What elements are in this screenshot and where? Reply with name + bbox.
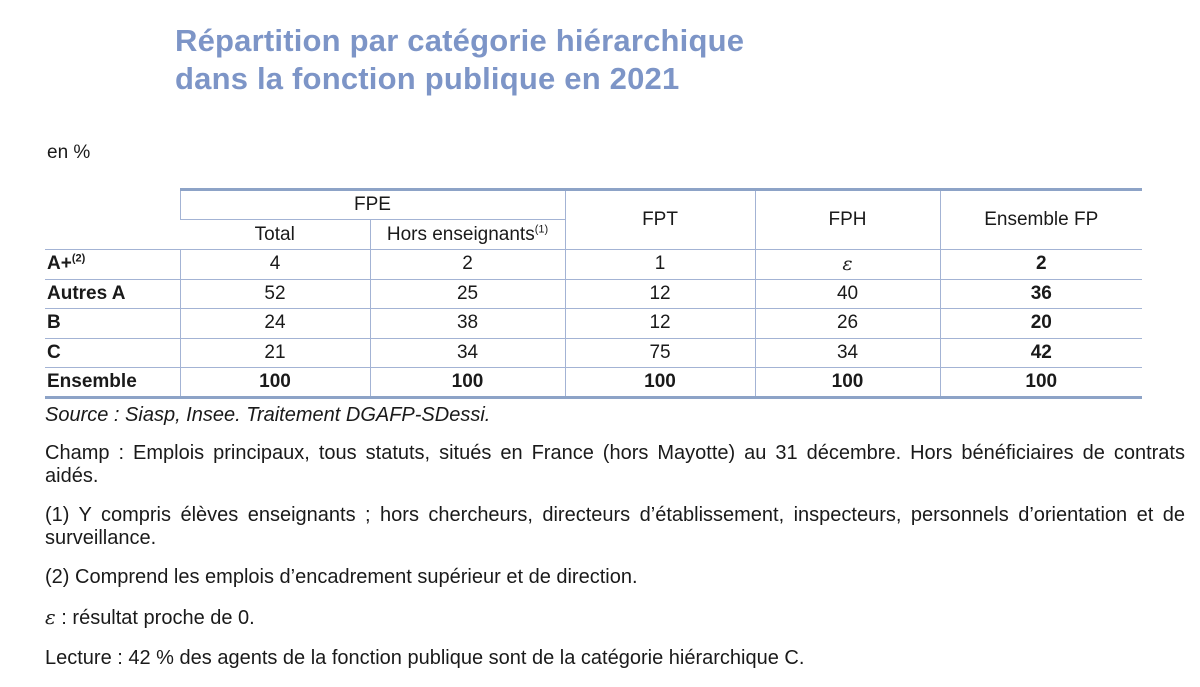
row-header-b: B	[45, 308, 181, 339]
note-source: Source : Siasp, Insee. Traitement DGAFP-…	[45, 404, 491, 426]
header-row-sub: Total Hors enseignants(1)	[45, 219, 1142, 250]
column-header-fph: FPH	[755, 188, 941, 250]
table-cell: 26	[755, 308, 941, 339]
data-table: FPE FPT FPH Ensemble FP Total Hors ensei…	[45, 188, 1143, 399]
row-header-b-label: B	[47, 312, 61, 334]
table-cell: 100	[755, 367, 941, 399]
table-cell: 12	[565, 279, 756, 309]
table-cell: 24	[180, 308, 371, 339]
table-cell: 100	[565, 367, 756, 399]
note-epsilon-text: : résultat proche de 0.	[55, 607, 255, 629]
table-cell: 2	[940, 249, 1143, 280]
row-header-c-label: C	[47, 341, 61, 363]
table-cell: 100	[940, 367, 1143, 399]
row-header-ensemble-label: Ensemble	[47, 370, 137, 392]
table-cell: 1	[565, 249, 756, 280]
table-cell: 100	[180, 367, 371, 399]
column-header-hors-enseignants: Hors enseignants(1)	[370, 219, 566, 250]
column-group-fpe: FPE	[179, 188, 566, 220]
table-cell: 34	[755, 338, 941, 368]
column-header-hors-enseignants-label: Hors enseignants	[386, 223, 535, 245]
column-header-total: Total	[180, 219, 371, 250]
table-cell: 100	[370, 367, 566, 399]
table-cell: 20	[940, 308, 1143, 339]
footnote-ref-1: (1)	[534, 223, 549, 236]
note-epsilon: ε : résultat proche de 0.	[45, 606, 1185, 630]
row-header-a-plus: A+(2)	[45, 249, 181, 280]
table-cell: 52	[180, 279, 371, 309]
table-row-a-plus: A+(2) 4 2 1 ε 2	[45, 249, 1143, 280]
footnote-ref-2: (2)	[71, 252, 86, 265]
header-row-groups: FPE FPT FPH Ensemble FP	[45, 188, 1143, 250]
row-header-c: C	[45, 338, 181, 368]
row-header-a-plus-label: A+	[47, 253, 72, 275]
note-1: (1) Y compris élèves enseignants ; hors …	[45, 504, 1185, 549]
table-cell: 21	[180, 338, 371, 368]
table-cell: 75	[565, 338, 756, 368]
table-row-b: B 24 38 12 26 20	[45, 308, 1143, 339]
table-row-ensemble: Ensemble 100 100 100 100 100	[45, 367, 1143, 399]
figure-title-line2: dans la fonction publique en 2021	[175, 61, 680, 96]
table-cell: 25	[370, 279, 566, 309]
table-cell: 2	[370, 249, 566, 280]
note-champ: Champ : Emplois principaux, tous statuts…	[45, 442, 1185, 487]
corner-cell	[45, 189, 180, 250]
table-cell: 42	[940, 338, 1143, 368]
row-header-ensemble: Ensemble	[45, 367, 181, 399]
table-cell: 34	[370, 338, 566, 368]
figure-title: Répartition par catégorie hiérarchique d…	[175, 22, 744, 98]
row-header-autres-a: Autres A	[45, 279, 181, 309]
table-cell: 36	[940, 279, 1143, 309]
table-cell: 4	[180, 249, 371, 280]
table-cell: 12	[565, 308, 756, 339]
epsilon-symbol: ε	[45, 605, 56, 629]
note-2: (2) Comprend les emplois d’encadrement s…	[45, 566, 638, 588]
unit-label: en %	[47, 142, 91, 163]
table-row-c: C 21 34 75 34 42	[45, 338, 1143, 368]
column-header-ensemble-fp: Ensemble FP	[940, 188, 1143, 250]
note-lecture: Lecture : 42 % des agents de la fonction…	[45, 647, 805, 669]
table-row-autres-a: Autres A 52 25 12 40 36	[45, 279, 1143, 309]
row-header-autres-a-label: Autres A	[47, 282, 126, 304]
table-cell: 40	[755, 279, 941, 309]
table-cell-epsilon: ε	[755, 249, 941, 280]
figure-title-line1: Répartition par catégorie hiérarchique	[175, 23, 745, 58]
footnotes: Source : Siasp, Insee. Traitement DGAFP-…	[45, 404, 1185, 686]
table-cell: 38	[370, 308, 566, 339]
column-header-fpt: FPT	[565, 188, 756, 250]
